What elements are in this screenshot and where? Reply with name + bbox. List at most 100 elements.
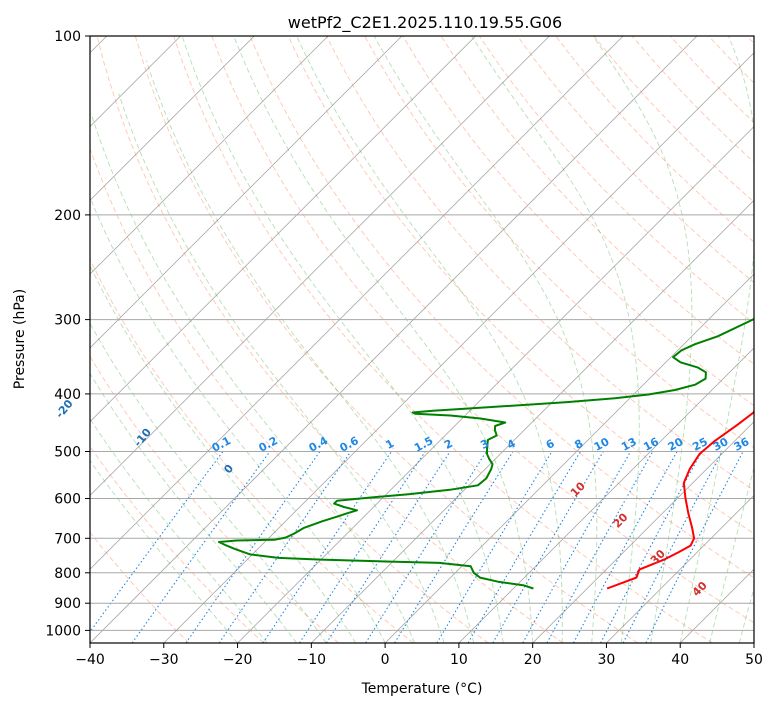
moist-adiabat-line: [592, 36, 693, 643]
isotherm-line: [90, 36, 624, 570]
isotherm-line: [90, 36, 403, 349]
dry-adiabat-line: [669, 36, 754, 124]
x-tick-label: 50: [745, 652, 763, 668]
profile-lines: [218, 317, 754, 590]
dry-adiabat-line: [708, 36, 754, 84]
x-tick-label: 30: [597, 652, 615, 668]
mixing-ratio-line: [90, 451, 224, 633]
dry-adiabat-line: [517, 36, 754, 283]
x-tick-label: −30: [149, 652, 179, 668]
mixing-ratio-line: [299, 451, 426, 643]
dry-adiabat-line: [90, 355, 339, 643]
moist-adiabat-line: [471, 36, 640, 643]
pressure-gridlines: [90, 35, 754, 631]
y-tick-label: 1000: [45, 623, 81, 639]
mixing-ratio-label: 25: [690, 435, 710, 454]
y-tick-label: 600: [54, 492, 81, 508]
mixing-ratio-line: [218, 451, 352, 643]
moist-adiabat-line: [118, 93, 445, 643]
isotherm-line: [237, 126, 754, 643]
isotherm-line: [753, 642, 754, 643]
isotherm-line: [532, 421, 754, 643]
isotherm-line: [90, 36, 550, 496]
y-axis-ticks: 100 200 300 400 500 600 700 800 900 1000: [45, 29, 90, 639]
x-axis-ticks: −40 −30 −20 −10 0 10 20 30 40 50: [75, 643, 763, 668]
adiabat-labels: 0.10.20.40.611.52346810131620253036-100-…: [53, 397, 752, 599]
moist-adiabat-line: [181, 36, 504, 643]
dry-adiabat-label: 0: [221, 462, 236, 476]
dry-adiabat-line: [96, 36, 564, 643]
dry-adiabat-line: [555, 36, 754, 243]
moist-adiabat-line: [296, 36, 563, 643]
x-tick-label: 40: [671, 652, 689, 668]
dry-adiabat-line: [287, 36, 754, 535]
background-lines: [90, 36, 754, 643]
mixing-ratio-line: [365, 451, 487, 643]
y-tick-label: 300: [54, 313, 81, 329]
dewpoint-line: [218, 317, 754, 590]
isotherm-line: [311, 199, 754, 643]
y-tick-label: 200: [54, 208, 81, 224]
dry-adiabat-line: [134, 36, 639, 643]
y-tick-label: 400: [54, 387, 81, 403]
dry-adiabat-line: [173, 36, 713, 643]
moist-adiabat-line: [738, 586, 754, 643]
moist-adiabat-line: [90, 372, 297, 643]
moist-adiabat-line: [679, 36, 754, 643]
mixing-ratio-label: 16: [641, 435, 661, 454]
x-tick-label: 10: [450, 652, 468, 668]
dry-adiabat-line: [90, 258, 414, 643]
isotherm-line: [90, 36, 476, 423]
mixing-ratio-line: [573, 451, 678, 643]
mixing-ratio-label: 10: [592, 435, 612, 454]
mixing-ratio-label: 36: [732, 435, 752, 454]
x-tick-label: −40: [75, 652, 105, 668]
dry-adiabat-line: [90, 147, 489, 643]
isotherm-line: [606, 494, 754, 643]
moist-adiabat-line: [90, 322, 327, 643]
isotherm-line: [679, 568, 754, 643]
y-tick-label: 100: [54, 29, 81, 45]
mixing-ratio-label: 4: [505, 437, 518, 452]
dry-adiabat-line: [746, 36, 754, 44]
x-tick-label: 20: [524, 652, 542, 668]
moist-adiabat-label: 40: [690, 579, 710, 599]
dry-adiabat-line: [249, 36, 754, 579]
dry-adiabat-line: [478, 36, 754, 324]
dry-adiabat-line: [90, 445, 265, 643]
isotherm-line: [163, 52, 754, 643]
y-axis-label: Pressure (hPa): [12, 289, 28, 389]
dry-adiabat-line: [402, 36, 754, 407]
moist-adiabat-line: [90, 417, 268, 643]
x-tick-label: 0: [381, 652, 390, 668]
dry-adiabat-line: [326, 36, 754, 492]
mixing-ratio-label: 30: [711, 435, 731, 454]
x-tick-label: −10: [297, 652, 327, 668]
isotherm-line: [90, 36, 329, 275]
isotherm-line: [384, 273, 754, 643]
temperature-line: [606, 409, 754, 590]
moist-adiabat-line: [709, 465, 754, 643]
chart-title: wetPf2_C2E1.2025.110.19.55.G06: [288, 13, 562, 33]
mixing-ratio-label: 6: [544, 437, 557, 452]
x-axis-label: Temperature (°C): [361, 681, 483, 697]
moist-adiabat-line: [90, 264, 356, 643]
mixing-ratio-line: [262, 451, 392, 643]
dry-adiabat-line: [593, 36, 754, 203]
isotherm-line: [90, 36, 255, 201]
moist-adiabat-line: [373, 36, 598, 643]
dry-adiabat-line: [440, 36, 754, 365]
moist-adiabat-line: [145, 60, 475, 643]
plot-frame: [89, 35, 755, 644]
mixing-ratio-line: [600, 451, 703, 643]
y-tick-label: 800: [54, 566, 81, 582]
dry-adiabat-line: [364, 36, 754, 449]
moist-adiabat-line: [90, 113, 416, 643]
mixing-ratio-line: [546, 451, 654, 643]
mixing-ratio-line: [325, 451, 451, 643]
moist-adiabat-line: [90, 459, 238, 643]
y-tick-label: 900: [54, 596, 81, 612]
mixing-ratio-label: 20: [666, 435, 686, 454]
dry-adiabat-line: [90, 531, 190, 643]
